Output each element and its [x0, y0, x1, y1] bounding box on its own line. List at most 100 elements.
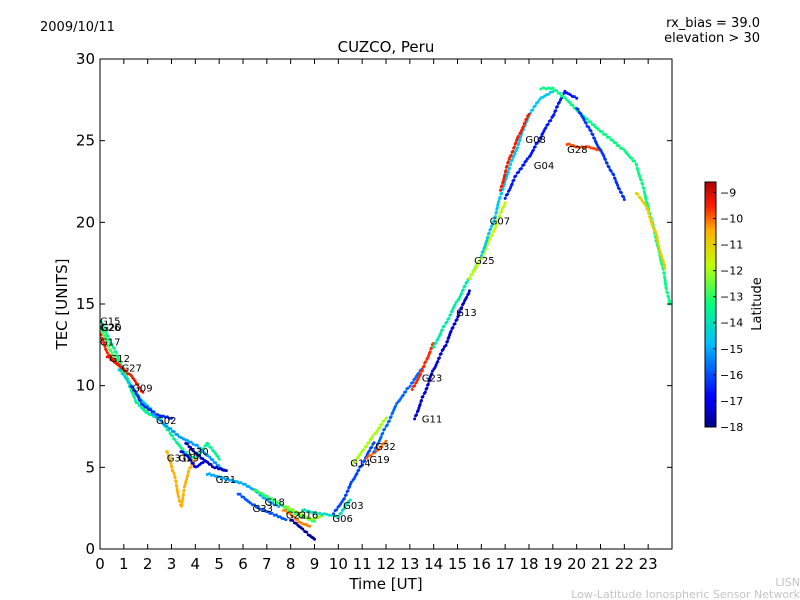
- data-point: [658, 249, 662, 253]
- data-point: [576, 107, 580, 111]
- data-point: [171, 434, 175, 438]
- data-point: [549, 90, 552, 94]
- series-g30: [184, 441, 228, 473]
- x-tick-label: 17: [496, 555, 515, 573]
- data-point: [367, 441, 371, 444]
- data-point: [567, 142, 571, 146]
- data-point: [424, 360, 427, 364]
- data-point: [501, 179, 505, 183]
- data-point: [551, 90, 555, 94]
- satellite-label: G18: [264, 498, 284, 509]
- data-point: [383, 441, 387, 445]
- data-point: [506, 160, 510, 164]
- data-point: [491, 222, 494, 226]
- series-g13: [432, 256, 483, 349]
- data-point: [432, 345, 436, 349]
- data-point: [104, 348, 108, 352]
- data-point: [426, 382, 430, 386]
- data-point: [411, 381, 415, 384]
- data-point: [274, 513, 278, 517]
- data-point: [274, 503, 278, 507]
- data-point: [489, 227, 493, 231]
- data-point: [308, 524, 312, 528]
- satellite-label: G03: [343, 501, 363, 512]
- data-point: [106, 334, 110, 338]
- series-g06: [301, 498, 352, 519]
- data-point: [585, 145, 588, 149]
- data-point: [503, 196, 507, 200]
- data-point: [378, 426, 381, 430]
- data-point: [521, 125, 525, 129]
- data-point: [449, 313, 453, 317]
- data-point: [107, 344, 111, 348]
- data-point: [476, 263, 480, 266]
- x-tick-label: 22: [615, 555, 634, 573]
- data-point: [381, 431, 385, 435]
- data-point: [613, 177, 617, 181]
- data-point: [643, 191, 647, 195]
- data-point: [133, 379, 137, 383]
- data-point: [557, 100, 561, 104]
- data-point: [517, 142, 521, 146]
- data-point: [496, 218, 500, 222]
- data-point: [663, 263, 667, 267]
- satellite-label: G11: [422, 414, 442, 425]
- data-point: [361, 463, 365, 467]
- satellite-label: G06: [332, 514, 352, 525]
- data-point: [166, 451, 169, 454]
- data-point: [100, 326, 103, 330]
- data-point: [533, 145, 537, 149]
- data-point: [563, 96, 567, 100]
- data-point: [174, 480, 178, 484]
- data-point: [273, 499, 277, 502]
- data-point: [115, 358, 119, 362]
- satellite-label: G28: [567, 145, 587, 156]
- data-point: [659, 253, 663, 257]
- data-point: [664, 283, 668, 287]
- data-point: [661, 259, 665, 263]
- data-point: [113, 354, 117, 358]
- data-point: [355, 472, 359, 475]
- data-point: [418, 402, 422, 406]
- data-point: [467, 277, 471, 280]
- data-point: [372, 441, 376, 445]
- data-point: [546, 86, 550, 90]
- data-point: [171, 469, 175, 473]
- data-point: [294, 521, 298, 525]
- data-point: [165, 424, 169, 428]
- series-g08: [498, 113, 531, 192]
- data-point: [494, 210, 498, 214]
- satellite-label: G26: [100, 323, 120, 334]
- data-point: [383, 427, 387, 431]
- data-point: [334, 514, 338, 518]
- data-point: [668, 300, 672, 304]
- data-point: [441, 347, 445, 351]
- y-tick-label: 0: [85, 540, 95, 558]
- data-point: [665, 291, 669, 295]
- data-point: [217, 464, 221, 468]
- colorbar-label: Latitude: [750, 277, 765, 331]
- data-point: [445, 320, 449, 324]
- data-point: [401, 393, 405, 397]
- data-point: [295, 518, 299, 522]
- footer-network-name: Low-Latitude Ionospheric Sensor Network: [571, 588, 800, 600]
- data-point: [408, 384, 412, 388]
- data-point: [644, 197, 648, 201]
- colorbar-tick-label: −18: [720, 421, 743, 434]
- data-point: [554, 109, 558, 113]
- data-point: [374, 445, 378, 449]
- data-point: [300, 513, 304, 517]
- satellite-label: G12: [110, 354, 130, 365]
- data-point: [187, 469, 191, 473]
- data-point: [453, 322, 457, 326]
- data-point: [189, 445, 192, 449]
- x-tick-label: 5: [214, 555, 224, 573]
- data-point: [101, 338, 105, 342]
- data-point: [663, 276, 667, 280]
- data-point: [344, 493, 348, 497]
- series-g04: [503, 89, 579, 200]
- x-tick-label: 3: [167, 555, 177, 573]
- data-point: [222, 476, 225, 480]
- data-point: [384, 439, 388, 443]
- data-point: [542, 86, 545, 90]
